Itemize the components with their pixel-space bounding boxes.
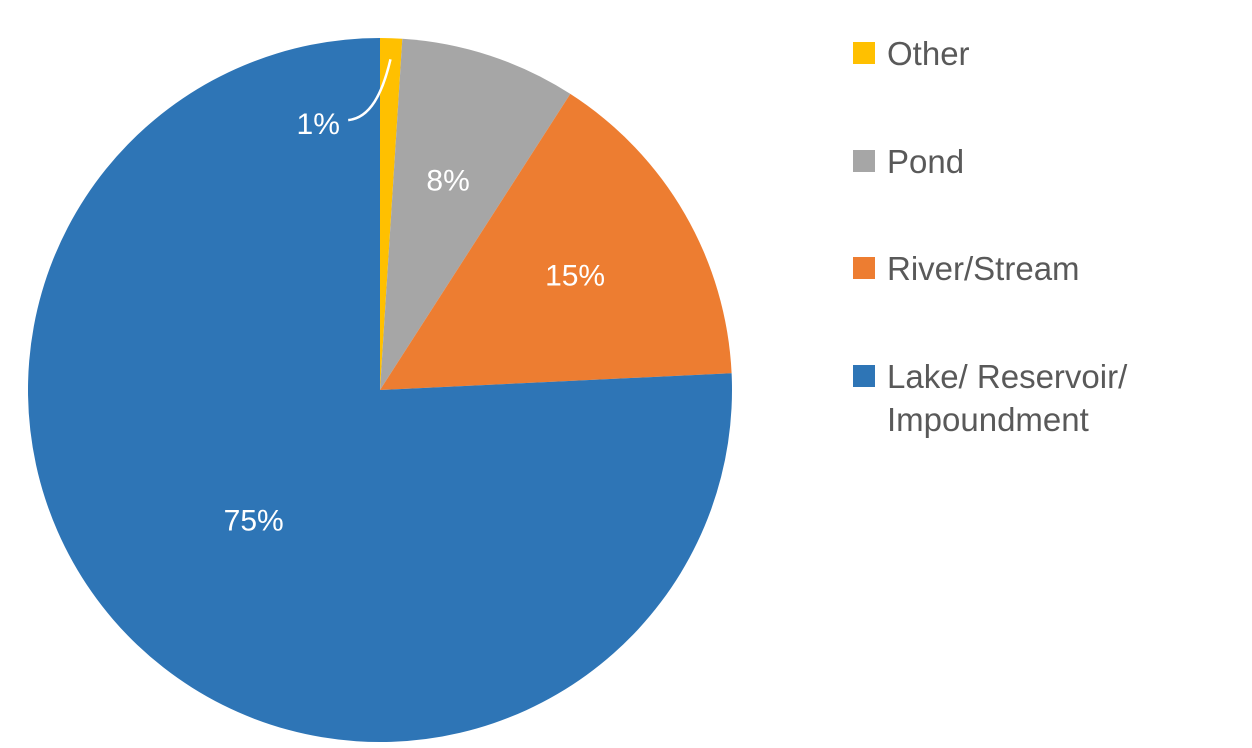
- pie-slice-river-stream: [380, 93, 732, 390]
- legend-swatch-lake-reservoir-impoundment: [853, 364, 875, 387]
- legend-swatch-river-stream: [853, 257, 875, 280]
- leader-line-other: [348, 59, 392, 122]
- pie-slice-pond: [380, 38, 571, 391]
- legend-item-river-stream: River/Stream: [853, 247, 1157, 291]
- data-label-lake-reservoir-impoundment: 75%: [224, 504, 284, 537]
- pie-slice-other: [380, 38, 403, 390]
- pie-slice-lake-reservoir-impoundment: [27, 38, 732, 742]
- legend-label-lake-reservoir-impoundment: Lake/ Reservoir/ Impoundment: [887, 357, 1128, 439]
- legend-label-pond: Pond: [887, 142, 965, 180]
- data-label-pond: 8%: [426, 165, 469, 198]
- legend-swatch-pond: [853, 149, 875, 172]
- legend: Other Pond River/Stream Lake/ Reservoir/…: [853, 32, 1157, 442]
- legend-swatch-other: [853, 42, 875, 64]
- legend-label-other: Other: [887, 35, 970, 72]
- data-label-river-stream: 15%: [545, 259, 605, 292]
- legend-item-pond: Pond: [853, 140, 1157, 184]
- legend-item-other: Other: [853, 32, 1157, 76]
- legend-label-river-stream: River/Stream: [887, 250, 1080, 288]
- legend-item-lake-reservoir-impoundment: Lake/ Reservoir/ Impoundment: [853, 355, 1157, 442]
- data-label-other: 1%: [297, 108, 340, 141]
